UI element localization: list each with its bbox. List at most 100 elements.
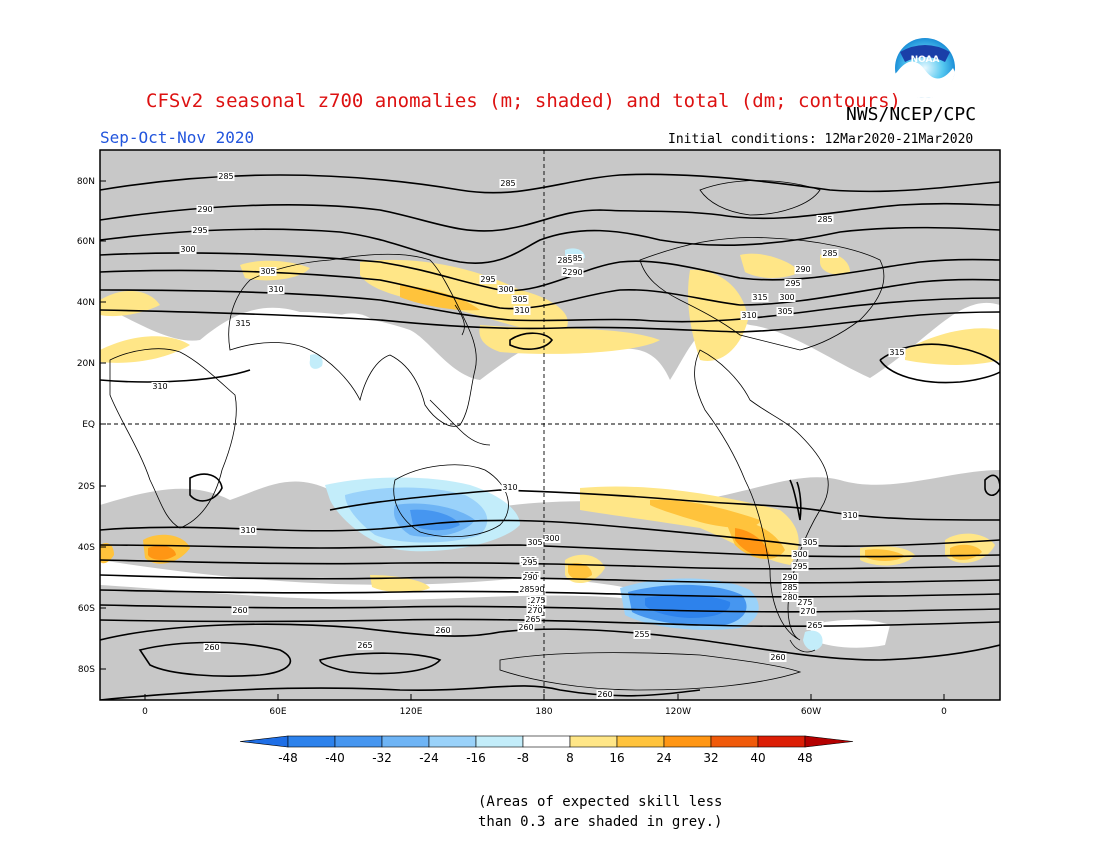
colorbar-swatch — [663, 735, 712, 748]
contour-label-bg — [888, 348, 906, 357]
contour-label: 260 — [232, 606, 247, 615]
contour-label: 255 — [634, 630, 649, 639]
contour-label: 305 — [777, 307, 792, 316]
contour-label-bg — [801, 538, 819, 547]
contour-label-bg — [479, 275, 497, 284]
lat-label-40s: 40S — [78, 543, 95, 553]
contour-label-bg — [796, 598, 814, 607]
contour-label-bg — [633, 630, 651, 639]
contour-label: 300 — [180, 245, 195, 254]
contour-label: 310 — [502, 483, 517, 492]
skill-note-line-1: (Areas of expected skill less — [478, 794, 723, 810]
colorbar-label: 16 — [609, 751, 624, 765]
contour-label-bg — [196, 205, 214, 214]
contour-label: 295 — [192, 226, 207, 235]
lon-label-60e: 60E — [269, 707, 286, 717]
lon-label-120e: 120E — [400, 707, 423, 717]
contour-label: 295 — [785, 279, 800, 288]
map-content: 2852852852902953003053103152852902953003… — [100, 150, 1000, 700]
contour-label-bg — [816, 215, 834, 224]
contour-label-bg — [821, 249, 839, 258]
contour-label: 290 — [197, 205, 212, 214]
contour-label-bg — [151, 382, 169, 391]
colorbar-swatch — [522, 735, 571, 748]
contour-label: 280 — [782, 593, 797, 602]
contour-label-bg — [751, 293, 769, 302]
lon-label-0-right: 0 — [941, 707, 947, 717]
contour-label: 290 — [529, 585, 544, 594]
colorbar-swatch — [428, 735, 477, 748]
contour-label: 310 — [741, 311, 756, 320]
contour-label-bg — [179, 245, 197, 254]
contour-label-bg — [518, 585, 536, 594]
contour-label-bg — [566, 254, 584, 263]
colorbar-label: -8 — [517, 751, 529, 765]
lon-label-120w: 120W — [665, 707, 691, 717]
logo-text: NOAA — [911, 55, 940, 65]
contour-label: 260 — [597, 690, 612, 699]
contour-label-bg — [526, 606, 544, 615]
contour-label-bg — [513, 306, 531, 315]
contour-label-bg — [267, 285, 285, 294]
colorbar-arrow-left — [239, 735, 289, 748]
colorbar: -48 -40 -32 -24 -16 -8 8 16 24 32 40 48 — [239, 735, 854, 765]
contour-label: 310 — [268, 285, 283, 294]
contour-label-bg — [556, 256, 574, 265]
map-title: CFSv2 seasonal z700 anomalies (m; shaded… — [146, 90, 901, 112]
colorbar-label: -40 — [325, 751, 345, 765]
colorbar-label: -48 — [278, 751, 298, 765]
contour-label: 285 — [519, 585, 534, 594]
contour-label-bg — [239, 526, 257, 535]
contour-label-bg — [740, 311, 758, 320]
colorbar-swatch — [287, 735, 336, 748]
contour-label: 270 — [800, 607, 815, 616]
colorbar-arrow-right — [804, 735, 854, 748]
contour-label: 300 — [779, 293, 794, 302]
contour-label: 285 — [782, 583, 797, 592]
contour-label: 265 — [807, 621, 822, 630]
contour-label: 270 — [527, 606, 542, 615]
longitude-axis: 0 60E 120E 180 120W 60W 0 — [142, 694, 947, 717]
contour-label-bg — [781, 573, 799, 582]
contour-label: 305 — [527, 538, 542, 547]
latitude-axis: 80N 60N 40N 20N EQ 20S 40S 60S 80S — [77, 177, 106, 675]
contour-label: 305 — [260, 267, 275, 276]
contour-label-bg — [794, 265, 812, 274]
lat-label-20n: 20N — [77, 359, 95, 369]
lon-label-180: 180 — [535, 707, 552, 717]
contour-label-bg — [781, 593, 799, 602]
contour-label-bg — [791, 550, 809, 559]
contour-label: 275 — [530, 596, 545, 605]
contour-label: 295 — [480, 275, 495, 284]
lat-label-80n: 80N — [77, 177, 95, 187]
colorbar-swatch — [381, 735, 430, 748]
contour-label: 300 — [498, 285, 513, 294]
skill-note-line-2: than 0.3 are shaded in grey.) — [478, 814, 723, 830]
contour-label-bg — [191, 226, 209, 235]
contour-label: 310 — [514, 306, 529, 315]
contour-label-bg — [778, 293, 796, 302]
contour-label: 310 — [842, 511, 857, 520]
lat-label-eq: EQ — [82, 420, 95, 430]
contour-label-bg — [497, 285, 515, 294]
contour-label: 290 — [795, 265, 810, 274]
contour-label-bg — [781, 583, 799, 592]
contour-label: 285 — [817, 215, 832, 224]
colorbar-swatch — [616, 735, 665, 748]
contour-label: 265 — [525, 615, 540, 624]
contour-label: 260 — [435, 626, 450, 635]
season-label: Sep-Oct-Nov 2020 — [100, 128, 255, 147]
colorbar-label: 32 — [703, 751, 718, 765]
lon-label-60w: 60W — [801, 707, 821, 717]
contour-label-bg — [231, 606, 249, 615]
agency-label: NWS/NCEP/CPC — [846, 104, 977, 125]
contour-label: 310 — [240, 526, 255, 535]
lat-label-40n: 40N — [77, 298, 95, 308]
contour-label: 300 — [544, 534, 559, 543]
lon-label-0-left: 0 — [142, 707, 148, 717]
contour-label-bg — [517, 623, 535, 632]
skill-note: (Areas of expected skill less than 0.3 a… — [478, 792, 722, 832]
colorbar-label: 48 — [797, 751, 812, 765]
contour-label: 295 — [522, 558, 537, 567]
